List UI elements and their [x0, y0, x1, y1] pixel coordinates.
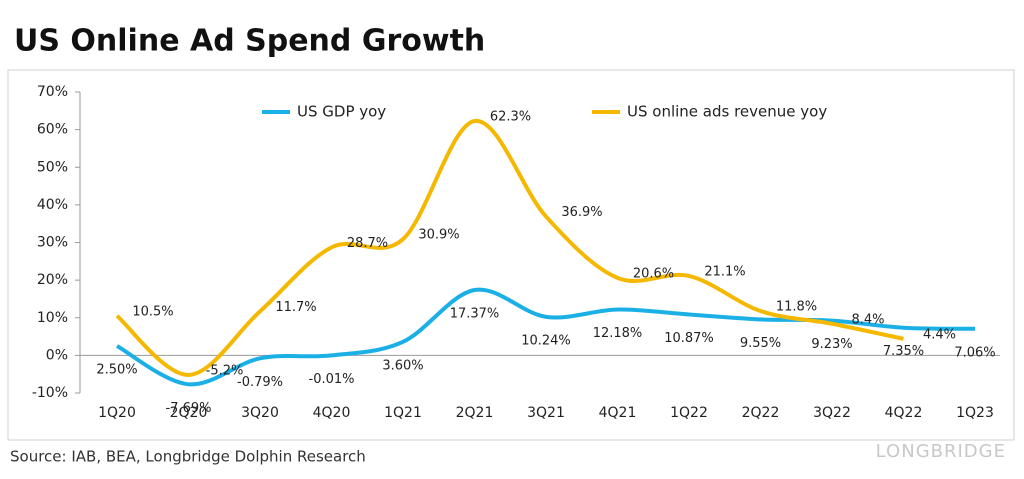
- data-label: 9.23%: [811, 337, 852, 352]
- x-tick-label: 4Q22: [885, 405, 923, 421]
- y-tick-label: 10%: [37, 310, 68, 326]
- data-label: 8.4%: [851, 312, 884, 327]
- data-label: -7.69%: [166, 401, 212, 416]
- data-label: 28.7%: [347, 236, 388, 251]
- data-label: 7.06%: [954, 345, 995, 360]
- data-label: 12.18%: [593, 326, 643, 341]
- y-tick-label: 0%: [46, 347, 68, 363]
- x-tick-label: 1Q20: [98, 405, 136, 421]
- legend-label: US GDP yoy: [297, 103, 386, 121]
- x-tick-label: 4Q20: [313, 405, 351, 421]
- data-label: -0.79%: [237, 375, 283, 390]
- y-tick-label: 60%: [37, 122, 68, 138]
- data-label: 3.60%: [382, 358, 423, 373]
- x-tick-label: 1Q21: [384, 405, 422, 421]
- data-label: 10.24%: [521, 333, 571, 348]
- x-tick-label: 2Q20: [170, 405, 208, 421]
- data-label: 20.6%: [633, 266, 674, 281]
- brand: LONGBRIDGE: [876, 441, 1006, 462]
- data-label: 36.9%: [561, 205, 602, 220]
- x-tick-label: 1Q22: [670, 405, 708, 421]
- y-tick-label: 30%: [37, 235, 68, 251]
- chart-title: US Online Ad Spend Growth: [14, 24, 485, 59]
- data-label: 11.8%: [776, 299, 817, 314]
- data-label: 4.4%: [923, 327, 956, 342]
- x-tick-label: 2Q21: [456, 405, 494, 421]
- data-label: 10.5%: [132, 304, 173, 319]
- x-tick-label: 3Q22: [813, 405, 851, 421]
- y-tick-label: 50%: [37, 159, 68, 175]
- x-tick-label: 1Q23: [956, 405, 994, 421]
- data-label: 7.35%: [883, 344, 924, 359]
- data-label: 17.37%: [450, 307, 500, 322]
- x-tick-label: 2Q22: [742, 405, 780, 421]
- data-label: 30.9%: [418, 228, 459, 243]
- data-label: 21.1%: [704, 264, 745, 279]
- data-label: 11.7%: [275, 300, 316, 315]
- data-label: 9.55%: [740, 336, 781, 351]
- y-tick-label: 20%: [37, 272, 68, 288]
- line: [116, 287, 976, 387]
- y-tick-label: -10%: [32, 385, 68, 401]
- x-tick-label: 3Q20: [241, 405, 279, 421]
- y-tick-label: 70%: [37, 84, 68, 100]
- chart-frame: [7, 69, 1015, 441]
- data-label: 10.87%: [664, 331, 714, 346]
- x-tick-label: 4Q21: [599, 405, 637, 421]
- line: [115, 118, 904, 377]
- data-label: 62.3%: [490, 109, 531, 124]
- data-label: 2.50%: [96, 362, 137, 377]
- data-label: -5.2%: [206, 363, 244, 378]
- x-tick-label: 3Q21: [527, 405, 565, 421]
- legend-label: US online ads revenue yoy: [627, 103, 827, 121]
- data-label: -0.01%: [309, 372, 355, 387]
- y-tick-label: 40%: [37, 197, 68, 213]
- source: Source: IAB, BEA, Longbridge Dolphin Res…: [10, 448, 366, 466]
